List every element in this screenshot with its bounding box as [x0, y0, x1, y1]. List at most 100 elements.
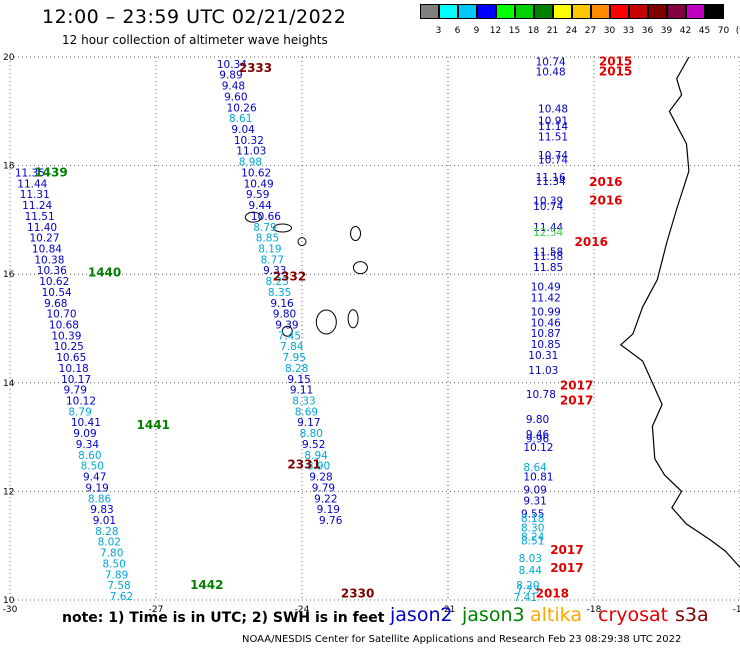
wave-height-value: 8.60 [78, 450, 101, 462]
wave-height-value: 11.44 [17, 178, 47, 190]
scale-swatch [705, 4, 724, 19]
wave-height-value: 11.58 [533, 247, 563, 259]
wave-height-value: 8.19 [258, 243, 281, 255]
wave-height-value: 10.48 [538, 103, 568, 115]
wave-height-value: 7.73 [516, 584, 539, 596]
wave-height-value: 8.24 [521, 531, 545, 543]
wave-height-value: 10.65 [56, 352, 86, 364]
track-number: 2331 [287, 458, 320, 472]
wave-height-value: 9.59 [246, 189, 269, 201]
wave-height-value: 10.74 [538, 150, 568, 162]
wave-height-value: 9.55 [521, 508, 544, 520]
wave-height-value: 9.76 [319, 515, 343, 527]
wave-height-value: 7.84 [280, 341, 304, 353]
wave-height-value: 10.62 [39, 276, 69, 288]
wave-height-value: 8.25 [266, 276, 289, 288]
wave-height-value: 9.19 [317, 504, 340, 516]
scale-label: 6 [454, 26, 461, 36]
wave-height-value: 10.46 [531, 317, 561, 329]
wave-height-value: 11.16 [536, 172, 566, 184]
wave-height-value: 10.41 [71, 417, 101, 429]
wave-height-value: 8.69 [295, 406, 318, 418]
y-tick-label: 20 [3, 53, 15, 63]
wave-height-value: 8.85 [256, 233, 279, 245]
wave-height-value: 9.47 [83, 472, 106, 484]
wave-height-value: 9.80 [526, 414, 549, 426]
track-number: 1442 [190, 578, 223, 592]
wave-height-value: 9.09 [523, 485, 546, 497]
track-number: 2016 [575, 235, 608, 249]
wave-height-value: 9.04 [231, 124, 255, 136]
wave-height-value: 9.60 [224, 91, 247, 103]
wave-height-value: 8.30 [521, 523, 544, 535]
scale-label: 39 [660, 26, 673, 36]
wave-height-value: 10.39 [51, 330, 81, 342]
wave-height-value: 8.86 [88, 493, 112, 505]
x-tick-label: -18 [587, 605, 602, 615]
scale-swatch [439, 4, 458, 19]
scale-swatch [515, 4, 534, 19]
wave-height-value: 8.77 [261, 254, 284, 266]
scale-label: 27 [584, 26, 597, 36]
wave-height-value: 10.74 [538, 154, 568, 166]
wave-height-value: 8.03 [519, 553, 542, 565]
wave-height-value: 7.62 [110, 591, 133, 603]
wave-height-value: 7.45 [278, 330, 301, 342]
wave-height-value: 10.54 [42, 287, 72, 299]
scale-label: 30 [603, 26, 616, 36]
scale-swatch [420, 4, 439, 19]
island [352, 261, 368, 275]
wave-height-value: 9.11 [290, 385, 313, 397]
wave-height-value: 8.64 [523, 462, 547, 474]
scale-swatch [477, 4, 496, 19]
wave-height-value: 10.49 [244, 178, 274, 190]
wave-height-value: 9.09 [73, 428, 96, 440]
wave-height-value: 8.28 [285, 363, 308, 375]
wave-height-value: 8.79 [253, 222, 276, 234]
scale-swatch [629, 4, 648, 19]
wave-height-value: 8.02 [98, 537, 121, 549]
scale-swatch [610, 4, 629, 19]
legend-jason2: jason2 [390, 604, 453, 626]
wave-height-value: 12.54 [533, 227, 563, 239]
wave-height-value: 9.31 [523, 495, 546, 507]
wave-height-value: 11.40 [27, 222, 57, 234]
credit-line: NOAA/NESDIS Center for Satellite Applica… [242, 634, 682, 645]
wave-height-value: 8.20 [516, 580, 539, 592]
wave-height-value: 10.32 [234, 135, 264, 147]
track-number: 1439 [34, 165, 67, 179]
y-tick-label: 16 [3, 270, 15, 280]
wave-height-value: 11.24 [22, 200, 52, 212]
track-number: 2017 [560, 394, 593, 408]
scale-swatch [667, 4, 686, 19]
wave-height-value: 9.79 [312, 482, 335, 494]
wave-height-value: 11.35 [15, 167, 45, 179]
track-number: 2330 [341, 586, 374, 600]
island [350, 225, 362, 241]
track-number: 2017 [550, 543, 583, 557]
wave-height-value: 10.39 [533, 196, 563, 208]
y-tick-label: 14 [3, 379, 15, 389]
scale-swatch [496, 4, 515, 19]
x-tick-label: -27 [149, 605, 164, 615]
y-tick-label: 18 [3, 162, 15, 172]
y-tick-label: 12 [3, 487, 14, 497]
scale-swatch [572, 4, 591, 19]
scale-label: 24 [565, 26, 578, 36]
wave-height-value: 8.80 [300, 428, 323, 440]
scale-swatch [686, 4, 705, 19]
wave-height-value: 9.89 [219, 70, 242, 82]
wave-height-value: 10.99 [531, 306, 561, 318]
wave-height-value: 10.36 [37, 265, 67, 277]
wave-height-value: 11.85 [533, 262, 563, 274]
wave-height-value: 8.33 [292, 396, 315, 408]
wave-height-value: 10.91 [538, 115, 568, 127]
scale-swatch [591, 4, 610, 19]
wave-height-value: 11.51 [25, 211, 55, 223]
track-number: 2333 [239, 61, 272, 75]
scale-label: 70 [717, 26, 730, 36]
wave-height-value: 8.61 [229, 113, 252, 125]
x-tick-label: -21 [441, 605, 456, 615]
legend-jason3: jason3 [462, 604, 525, 626]
wave-height-value: 10.12 [66, 396, 96, 408]
